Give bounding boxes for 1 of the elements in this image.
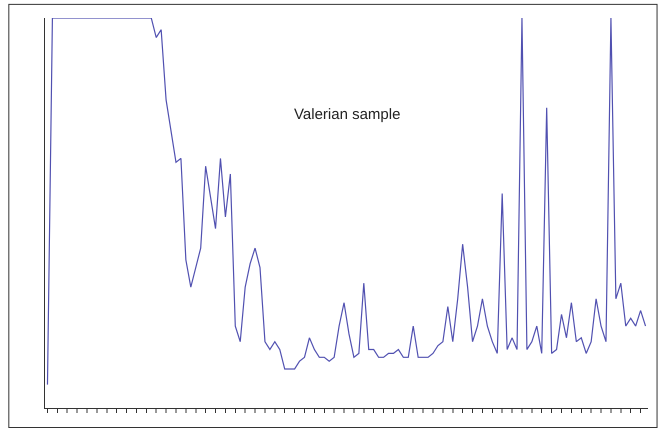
text: Valerian sample	[294, 106, 400, 123]
